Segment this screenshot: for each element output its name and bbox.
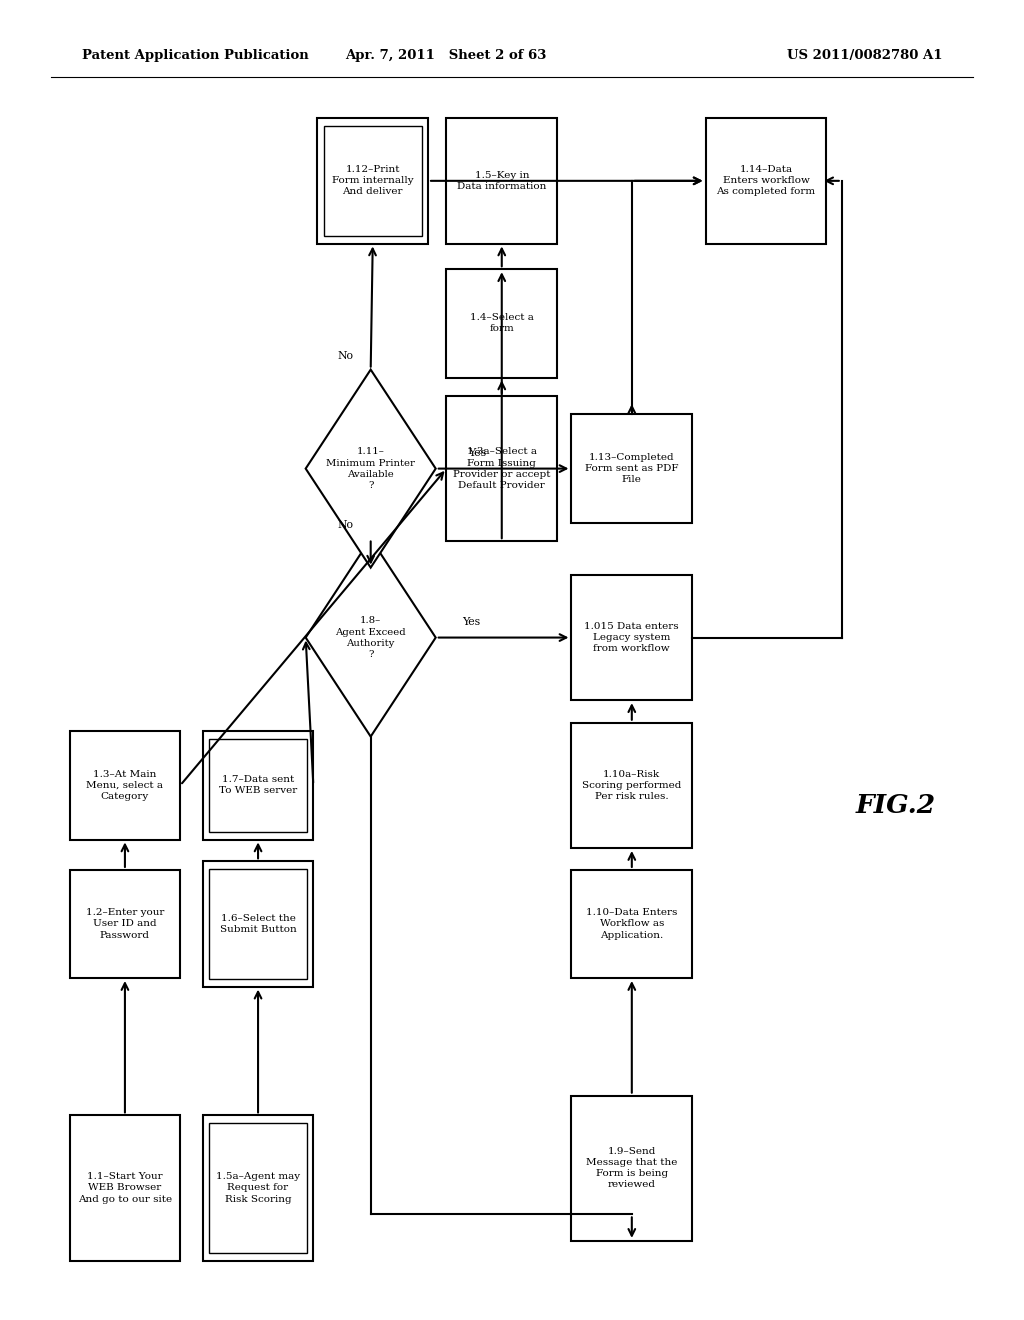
- Polygon shape: [305, 539, 436, 737]
- Bar: [446, 396, 557, 541]
- Bar: [324, 125, 422, 235]
- Text: Patent Application Publication: Patent Application Publication: [82, 49, 308, 62]
- Bar: [209, 869, 307, 979]
- Bar: [571, 414, 692, 523]
- Bar: [571, 576, 692, 700]
- Bar: [571, 1096, 692, 1241]
- Bar: [571, 870, 692, 978]
- Text: 1.2–Enter your
User ID and
Password: 1.2–Enter your User ID and Password: [86, 908, 164, 940]
- Bar: [203, 1115, 313, 1261]
- Polygon shape: [305, 370, 436, 568]
- Text: 1.6–Select the
Submit Button: 1.6–Select the Submit Button: [220, 913, 296, 935]
- Bar: [209, 739, 307, 832]
- Text: 1.1–Start Your
WEB Browser
And go to our site: 1.1–Start Your WEB Browser And go to our…: [78, 1172, 172, 1204]
- Text: 1.5a–Agent may
Request for
Risk Scoring: 1.5a–Agent may Request for Risk Scoring: [216, 1172, 300, 1204]
- Text: 1.10–Data Enters
Workflow as
Application.: 1.10–Data Enters Workflow as Application…: [586, 908, 678, 940]
- Bar: [446, 269, 557, 378]
- Text: 1.015 Data enters
Legacy system
from workflow: 1.015 Data enters Legacy system from wor…: [585, 622, 679, 653]
- Text: 1.4–Select a
form: 1.4–Select a form: [470, 313, 534, 334]
- Text: 1.3–At Main
Menu, select a
Category: 1.3–At Main Menu, select a Category: [86, 770, 164, 801]
- Text: Yes: Yes: [468, 447, 485, 458]
- Text: US 2011/0082780 A1: US 2011/0082780 A1: [786, 49, 942, 62]
- Text: 1.3a–Select a
Form Issuing
Provider or accept
Default Provider: 1.3a–Select a Form Issuing Provider or a…: [453, 447, 551, 490]
- Bar: [571, 723, 692, 847]
- Text: 1.13–Completed
Form sent as PDF
File: 1.13–Completed Form sent as PDF File: [585, 453, 679, 484]
- Text: 1.8–
Agent Exceed
Authority
?: 1.8– Agent Exceed Authority ?: [336, 616, 406, 659]
- Text: Apr. 7, 2011   Sheet 2 of 63: Apr. 7, 2011 Sheet 2 of 63: [345, 49, 546, 62]
- Text: FIG.2: FIG.2: [856, 793, 936, 817]
- Text: 1.12–Print
Form internally
And deliver: 1.12–Print Form internally And deliver: [332, 165, 414, 197]
- Bar: [70, 870, 180, 978]
- Text: 1.14–Data
Enters workflow
As completed form: 1.14–Data Enters workflow As completed f…: [717, 165, 815, 197]
- Text: 1.7–Data sent
To WEB server: 1.7–Data sent To WEB server: [219, 775, 297, 796]
- Bar: [70, 731, 180, 840]
- Bar: [317, 119, 428, 243]
- Text: 1.5–Key in
Data information: 1.5–Key in Data information: [457, 170, 547, 191]
- Bar: [203, 861, 313, 987]
- Text: No: No: [337, 520, 353, 531]
- Bar: [209, 1123, 307, 1253]
- Bar: [446, 119, 557, 243]
- Text: 1.10a–Risk
Scoring performed
Per risk rules.: 1.10a–Risk Scoring performed Per risk ru…: [582, 770, 682, 801]
- Text: 1.9–Send
Message that the
Form is being
reviewed: 1.9–Send Message that the Form is being …: [586, 1147, 678, 1189]
- Bar: [70, 1115, 180, 1261]
- Text: 1.11–
Minimum Printer
Available
?: 1.11– Minimum Printer Available ?: [327, 447, 415, 490]
- Text: Yes: Yes: [463, 616, 480, 627]
- Bar: [203, 731, 313, 840]
- Bar: [706, 119, 826, 243]
- Text: No: No: [337, 351, 353, 362]
